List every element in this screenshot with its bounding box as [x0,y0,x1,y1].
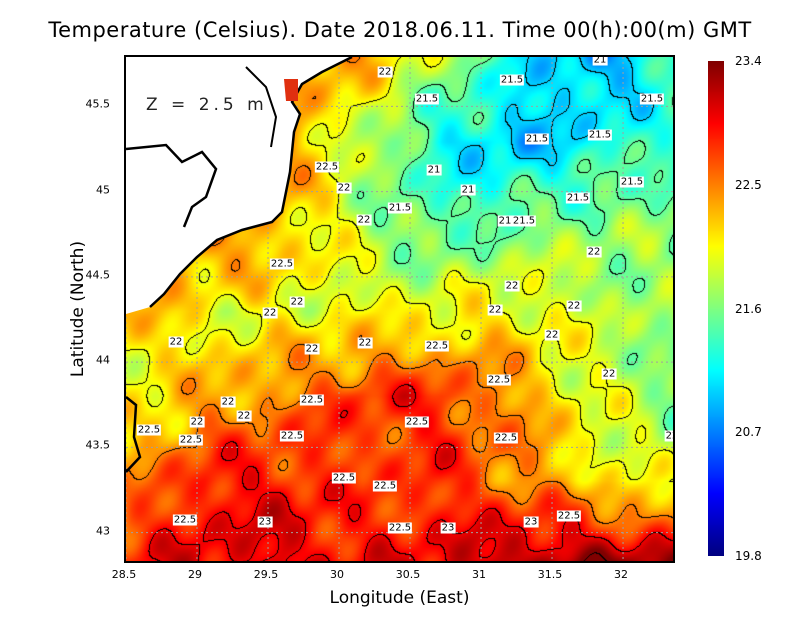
colorbar-tick-label: 19.8 [735,549,762,563]
colorbar-tick-label: 20.7 [735,425,762,440]
contour-label: 22.5 [424,340,450,352]
contour-label: 22 [236,410,252,422]
contour-label: 21.5 [414,93,440,105]
y-tick-label: 43.5 [85,438,111,452]
y-tick-label: 45.5 [85,97,111,111]
y-tick-label: 44 [96,353,110,367]
contour-label: 22.5 [299,394,325,406]
contour-label: 22 [664,430,673,442]
contour-label: 21 [460,184,476,196]
contour-label: 22.5 [486,374,512,386]
coastline [149,57,353,308]
colorbar [708,61,724,556]
contour-label: 22 [189,416,205,428]
y-axis-label: Latitude (North) [68,240,88,378]
x-tick-label: 29 [188,568,202,581]
contour-label: 22.5 [279,430,305,442]
x-tick-label: 32 [614,568,629,581]
contour-label: 21.5 [499,74,525,86]
x-axis-label: Longitude (East) [329,588,470,608]
contour-label: 23 [440,522,456,534]
contour-label: 22 [377,66,393,78]
map-overlay [126,57,673,561]
contour-label: 22 [168,336,184,348]
chart-title: Temperature (Celsius). Date 2018.06.11. … [48,18,752,42]
contour-label: 22.5 [372,480,398,492]
contour-label: 21.5 [619,176,645,188]
contour-label: 22.5 [172,514,198,526]
contour-label: 23 [523,516,539,528]
contour-label: 22 [487,304,503,316]
contour-label: 22 [566,300,582,312]
contour-label: 22.5 [404,416,430,428]
contour-label: 22.5 [136,424,162,436]
contour-label: 21 [497,215,513,227]
contour-label: 21.5 [639,93,665,105]
y-tick-label: 44.5 [85,268,111,282]
x-tick-label: 31 [472,568,487,581]
contour-label: 21.5 [565,192,591,204]
map-plot-area: 22 21.5 21.5 21 21.5 21.5 21.5 22.5 21 22 21 21.5 21… [124,55,675,563]
contour-label: 21 [592,55,608,66]
contour-label: 22.5 [331,472,357,484]
x-tick-label: 31.5 [537,568,563,581]
contour-label: 22.5 [314,161,340,173]
x-tick-label: 30 [330,568,344,581]
colorbar-tick-label: 22.5 [735,177,762,192]
land-area [126,57,352,314]
x-tick-label: 30.5 [395,568,421,581]
colorbar-tick-label: 23.4 [735,54,762,68]
x-tick-label: 28.5 [111,568,137,581]
lagoon-coastline [126,143,218,228]
x-tick-label: 29.5 [253,568,279,581]
contour-label: 22.5 [269,258,295,270]
contour-label: 23 [257,516,273,528]
contour-label: 22 [601,368,617,380]
contour-label: 22.5 [556,510,582,522]
contour-label: 21.5 [511,215,537,227]
southwest-coastline [126,396,142,473]
coastal-cell [284,79,298,101]
y-tick-label: 45 [96,183,110,197]
contour-label: 22 [586,246,602,258]
contour-label: 22 [304,343,320,355]
contour-label: 22 [356,214,372,226]
contour-label: 22 [544,329,560,341]
contour-label: 22.5 [493,432,519,444]
contour-label: 21.5 [587,129,613,141]
contour-label: 22 [336,182,352,194]
colorbar-tick-label: 21.6 [735,301,762,316]
contour-label: 22 [262,307,278,319]
contour-label: 22.5 [178,434,204,446]
contour-label: 22 [220,396,236,408]
contour-label: 21 [426,164,442,176]
depth-label: Z = 2.5 m [146,95,268,115]
contour-label: 22 [504,280,520,292]
contour-label: 21.5 [524,133,550,145]
y-tick-label: 43 [96,524,110,538]
contour-label: 21.5 [387,202,413,214]
contour-label: 22 [357,337,373,349]
estuary-coastline [245,66,278,148]
contour-label: 22 [289,296,305,308]
contour-label: 22.5 [387,522,413,534]
